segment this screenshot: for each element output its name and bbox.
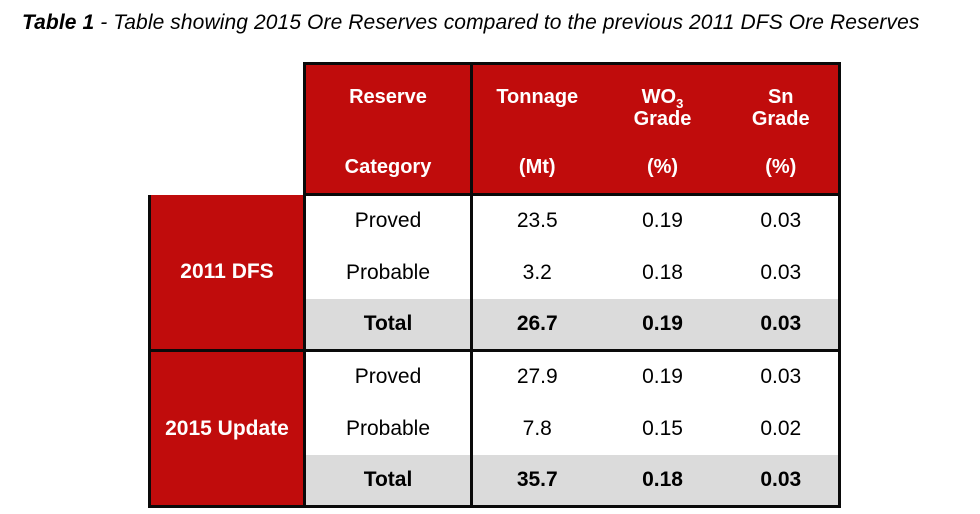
wo3-grade-value: 0.19 [642, 365, 683, 389]
ore-reserves-table: Reserve Category Tonnage (Mt) [148, 62, 841, 508]
sn-grade-value: 0.03 [723, 194, 841, 247]
wo3-grade-value: 0.19 [642, 209, 683, 233]
tonnage-value: 23.5 [516, 209, 558, 233]
table-caption-label: Table 1 [22, 11, 95, 34]
header-bottom-label: Category [344, 155, 432, 178]
category-cell: Total [304, 454, 473, 508]
tonnage-value: 7.8 [522, 416, 552, 440]
column-header-reserve-category: Reserve Category [303, 62, 473, 196]
category-cell: Probable [304, 246, 473, 299]
header-bottom-label: (%) [765, 155, 797, 178]
empty-corner-cell [149, 63, 305, 195]
category-cell: Proved [304, 194, 473, 247]
header-bottom-label: (Mt) [518, 155, 556, 178]
table-caption-text: Table showing 2015 Ore Reserves compared… [113, 11, 920, 34]
wo3-grade-value: 0.18 [642, 260, 683, 284]
header-top-label: Sn [767, 86, 794, 108]
table-caption: Table 1 - Table showing 2015 Ore Reserve… [22, 11, 919, 35]
header-row: Reserve Category Tonnage (Mt) [149, 62, 841, 196]
wo3-grade-value: 0.18 [601, 454, 724, 508]
header-top-label: WO3 [641, 86, 684, 111]
tonnage-value: 3.2 [522, 260, 552, 284]
group-cell-2011-dfs: 2011 DFS [148, 194, 306, 352]
sn-grade-value: 0.03 [723, 454, 841, 508]
sn-grade-value: 0.02 [723, 402, 841, 455]
category-cell: Proved [304, 350, 473, 403]
column-header-wo3-grade: WO3 Grade (%) [601, 62, 724, 196]
wo3-grade-value: 0.19 [601, 298, 724, 352]
column-header-tonnage: Tonnage (Mt) [471, 62, 602, 196]
total-row: Total 26.7 0.19 0.03 [150, 298, 841, 352]
table-caption-separator: - [94, 11, 114, 34]
category-cell: Probable [304, 402, 473, 455]
sn-grade-value: 0.03 [723, 246, 841, 299]
header-top-label-line2: Grade [633, 108, 692, 131]
tonnage-value: 35.7 [471, 454, 602, 508]
table-row: Probable 7.8 0.15 0.02 [150, 402, 841, 455]
header-top-label-line2: Grade [751, 108, 810, 131]
wo3-grade-value: 0.15 [642, 416, 683, 440]
tonnage-value: 26.7 [471, 298, 602, 352]
sn-grade-value: 0.03 [723, 350, 841, 403]
header-top-label: Tonnage [496, 86, 579, 108]
header-top-label: Reserve [349, 86, 427, 108]
total-row: Total 35.7 0.18 0.03 [150, 454, 841, 508]
table-row: 2011 DFS Proved 23.5 0.19 0.03 [148, 194, 841, 352]
category-cell: Total [304, 298, 473, 352]
group-cell-2015-update: 2015 Update [148, 350, 306, 508]
header-bottom-label: (%) [646, 155, 679, 178]
sn-grade-value: 0.03 [723, 298, 841, 352]
column-header-sn-grade: Sn Grade (%) [723, 62, 841, 196]
tonnage-value: 27.9 [516, 365, 558, 389]
table-row: Probable 3.2 0.18 0.03 [150, 246, 841, 299]
table-row: 2015 Update Proved 27.9 0.19 0.03 [148, 350, 841, 508]
